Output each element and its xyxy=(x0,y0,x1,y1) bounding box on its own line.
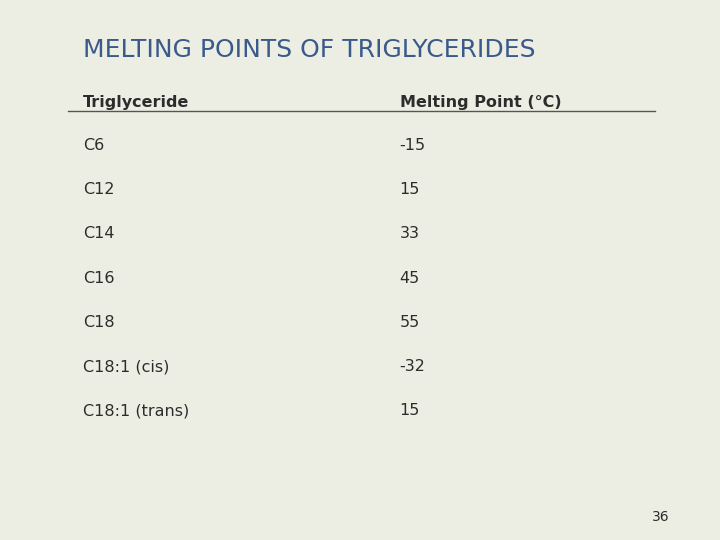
Text: 33: 33 xyxy=(400,226,420,241)
Text: C16: C16 xyxy=(83,271,114,286)
Text: Triglyceride: Triglyceride xyxy=(83,94,189,110)
Text: C18: C18 xyxy=(83,315,114,330)
Text: C6: C6 xyxy=(83,138,104,153)
Text: 15: 15 xyxy=(400,182,420,197)
Text: 15: 15 xyxy=(400,403,420,418)
Text: C12: C12 xyxy=(83,182,114,197)
Text: C18:1 (trans): C18:1 (trans) xyxy=(83,403,189,418)
Text: 45: 45 xyxy=(400,271,420,286)
Text: 55: 55 xyxy=(400,315,420,330)
Text: -15: -15 xyxy=(400,138,426,153)
Text: C18:1 (cis): C18:1 (cis) xyxy=(83,359,169,374)
Text: Melting Point (°C): Melting Point (°C) xyxy=(400,94,561,110)
Text: MELTING POINTS OF TRIGLYCERIDES: MELTING POINTS OF TRIGLYCERIDES xyxy=(83,38,535,62)
Text: 36: 36 xyxy=(652,510,670,524)
Text: -32: -32 xyxy=(400,359,426,374)
Text: C14: C14 xyxy=(83,226,114,241)
